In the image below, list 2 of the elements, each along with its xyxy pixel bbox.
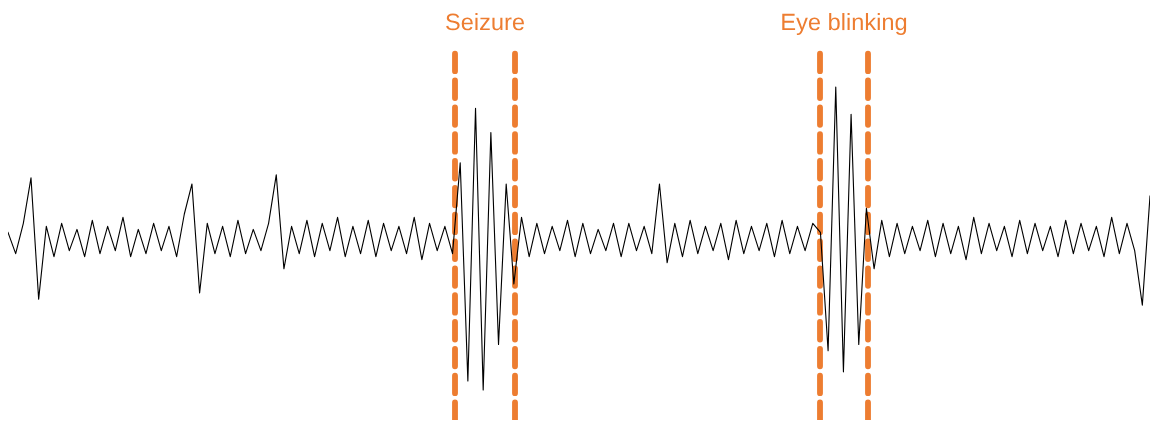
- text: Seizure: [446, 13, 524, 31]
- text: Eye blinking: [782, 13, 907, 35]
